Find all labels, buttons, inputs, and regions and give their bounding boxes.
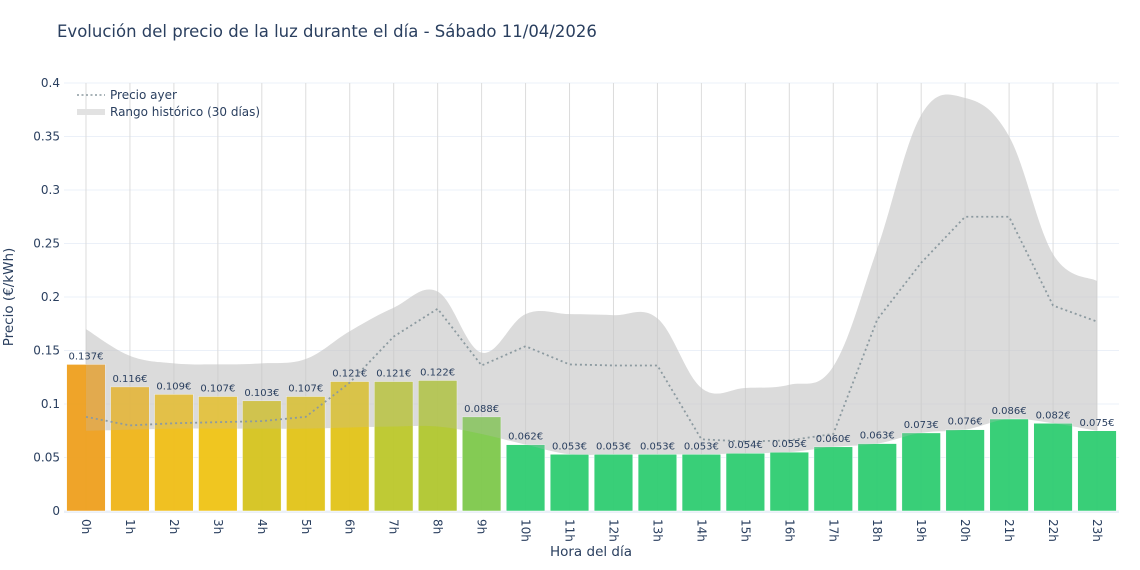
bar-value-labels: 0.137€ 0.116€ 0.109€ 0.107€ 0.103€ 0.107€ 0.12… [68, 351, 1114, 452]
bar-value-label: 0.053€ [684, 441, 719, 452]
price-bar[interactable] [549, 454, 590, 512]
price-bar[interactable] [242, 400, 282, 512]
x-tick-label: 21h [1002, 519, 1016, 542]
x-tick-label: 4h [255, 519, 269, 534]
x-tick-label: 18h [870, 519, 884, 542]
yesterday-price-line [85, 215, 1098, 443]
x-tick-label: 20h [958, 519, 972, 542]
price-bar[interactable] [198, 396, 238, 512]
price-bar[interactable] [286, 396, 326, 512]
price-bar[interactable] [989, 418, 1029, 512]
x-tick-label: 19h [914, 519, 928, 542]
x-tick-label: 15h [738, 519, 752, 542]
x-tick-label: 2h [167, 519, 181, 534]
bars [66, 94, 1117, 512]
price-bar[interactable] [901, 432, 941, 512]
bar-value-label: 0.053€ [552, 441, 587, 452]
bar-value-label: 0.082€ [1036, 410, 1071, 421]
y-axis-title: Precio (€/kWh) [1, 248, 17, 347]
price-bar[interactable] [1033, 423, 1073, 512]
price-bar[interactable] [418, 380, 458, 512]
bar-value-label: 0.107€ [200, 384, 235, 395]
x-axis-title: Hora del día [550, 544, 632, 560]
y-tick-label: 0.15 [33, 344, 60, 358]
bar-value-label: 0.088€ [464, 404, 499, 415]
y-tick-label: 0 [52, 504, 60, 518]
band-swatch-icon [77, 109, 105, 115]
price-bar[interactable] [857, 443, 897, 512]
bar-value-label: 0.054€ [728, 440, 763, 451]
x-tick-label: 17h [826, 519, 840, 542]
x-tick-label: 12h [606, 519, 620, 542]
price-bar[interactable] [637, 454, 678, 512]
bar-value-label: 0.121€ [332, 369, 367, 380]
bar-value-label: 0.062€ [508, 432, 543, 443]
x-tick-label: 14h [694, 519, 708, 542]
legend: Precio ayer Rango histórico (30 días) [77, 88, 260, 119]
price-bar[interactable] [374, 381, 414, 512]
y-tick-label: 0.35 [33, 130, 60, 144]
price-bar[interactable] [66, 364, 106, 512]
bar-value-label: 0.103€ [244, 388, 279, 399]
x-tick-label: 9h [475, 519, 489, 534]
y-tick-label: 0.4 [41, 76, 60, 90]
x-tick-label: 22h [1046, 519, 1060, 542]
bar-value-label: 0.053€ [640, 441, 675, 452]
x-tick-label: 0h [79, 519, 93, 534]
price-bar[interactable] [505, 444, 546, 512]
y-axis-ticks: 0 0.05 0.1 0.15 0.2 0.25 0.3 0.35 0.4 [33, 76, 60, 518]
bar-value-label: 0.053€ [596, 441, 631, 452]
x-axis-ticks: 0h 1h 2h 3h 4h 5h 6h 7h 8h 9h 10h 11h 12h 13h 14h 15h 16… [79, 519, 1104, 542]
y-tick-label: 0.05 [33, 451, 60, 465]
bar-value-label: 0.063€ [860, 431, 895, 442]
chart-title: Evolución del precio de la luz durante e… [57, 22, 597, 41]
y-tick-label: 0.3 [41, 183, 60, 197]
legend-item-rango-historico[interactable]: Rango histórico (30 días) [77, 105, 260, 119]
bar-value-label: 0.086€ [992, 406, 1027, 417]
x-tick-label: 10h [519, 519, 533, 542]
price-bar[interactable] [593, 454, 634, 512]
x-tick-label: 13h [650, 519, 664, 542]
x-tick-label: 7h [387, 519, 401, 534]
bar-value-label: 0.075€ [1080, 418, 1115, 429]
bar-value-label: 0.121€ [376, 369, 411, 380]
price-bar[interactable] [945, 429, 985, 512]
legend-item-precio-ayer[interactable]: Precio ayer [77, 88, 177, 102]
x-tick-label: 23h [1090, 519, 1104, 542]
price-bar[interactable] [1077, 430, 1117, 512]
bar-value-label: 0.122€ [420, 367, 455, 378]
price-bar[interactable] [110, 386, 150, 512]
price-bar[interactable] [462, 416, 502, 512]
bar-value-label: 0.137€ [68, 351, 103, 362]
y-tick-label: 0.1 [41, 397, 60, 411]
x-tick-label: 16h [782, 519, 796, 542]
price-bar[interactable] [813, 446, 853, 512]
bar-value-label: 0.116€ [112, 374, 147, 385]
x-tick-label: 11h [563, 519, 577, 542]
legend-label: Rango histórico (30 días) [110, 105, 260, 119]
x-tick-label: 8h [431, 519, 445, 534]
bar-value-label: 0.107€ [288, 384, 323, 395]
x-tick-label: 3h [211, 519, 225, 534]
price-bar[interactable] [769, 451, 809, 512]
bar-value-label: 0.060€ [816, 434, 851, 445]
price-bar[interactable] [330, 381, 370, 512]
bar-value-label: 0.076€ [948, 417, 983, 428]
bar-value-label: 0.055€ [772, 439, 807, 450]
x-tick-label: 1h [123, 519, 137, 534]
y-tick-label: 0.2 [41, 290, 60, 304]
price-bar[interactable] [154, 394, 194, 512]
price-bar[interactable] [681, 454, 721, 512]
legend-label: Precio ayer [110, 88, 177, 102]
x-tick-label: 5h [299, 519, 313, 534]
x-tick-label: 6h [343, 519, 357, 534]
bar-value-label: 0.073€ [904, 420, 939, 431]
price-bar[interactable] [725, 452, 765, 512]
y-tick-label: 0.25 [33, 237, 60, 251]
bar-value-label: 0.109€ [156, 381, 191, 392]
historical-range-band [85, 94, 1098, 456]
